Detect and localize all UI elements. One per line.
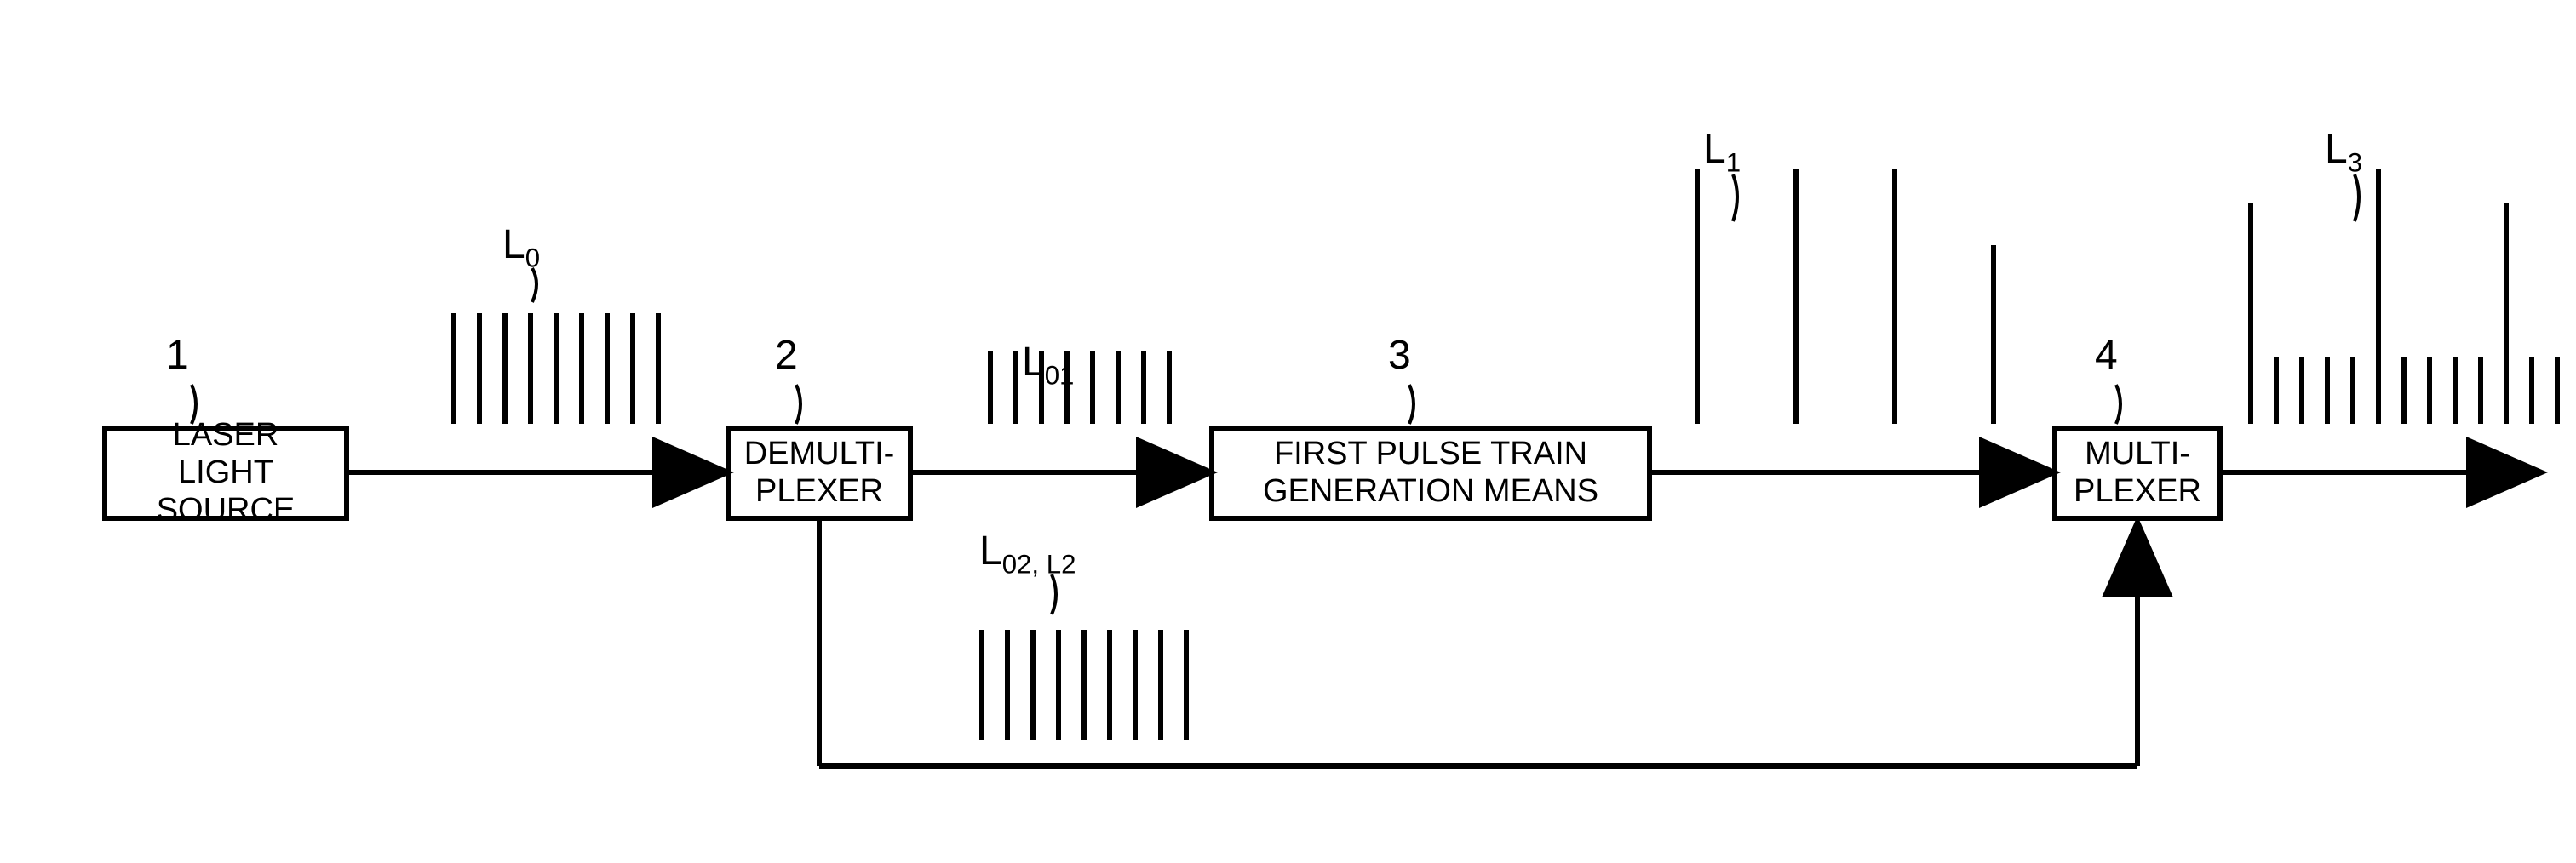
block-diagram: LASER LIGHTSOURCE 1 DEMULTI-PLEXER 2 FIR…	[0, 0, 2576, 863]
tick-l3	[2355, 174, 2359, 221]
tick-demux	[796, 385, 800, 424]
tick-l0	[532, 268, 536, 302]
tick-laser	[192, 385, 196, 424]
tick-l02	[1052, 574, 1056, 614]
tick-l1	[1733, 174, 1737, 221]
tick-mux	[2116, 385, 2120, 424]
arrows-layer	[0, 0, 2576, 863]
tick-gen	[1409, 385, 1414, 424]
